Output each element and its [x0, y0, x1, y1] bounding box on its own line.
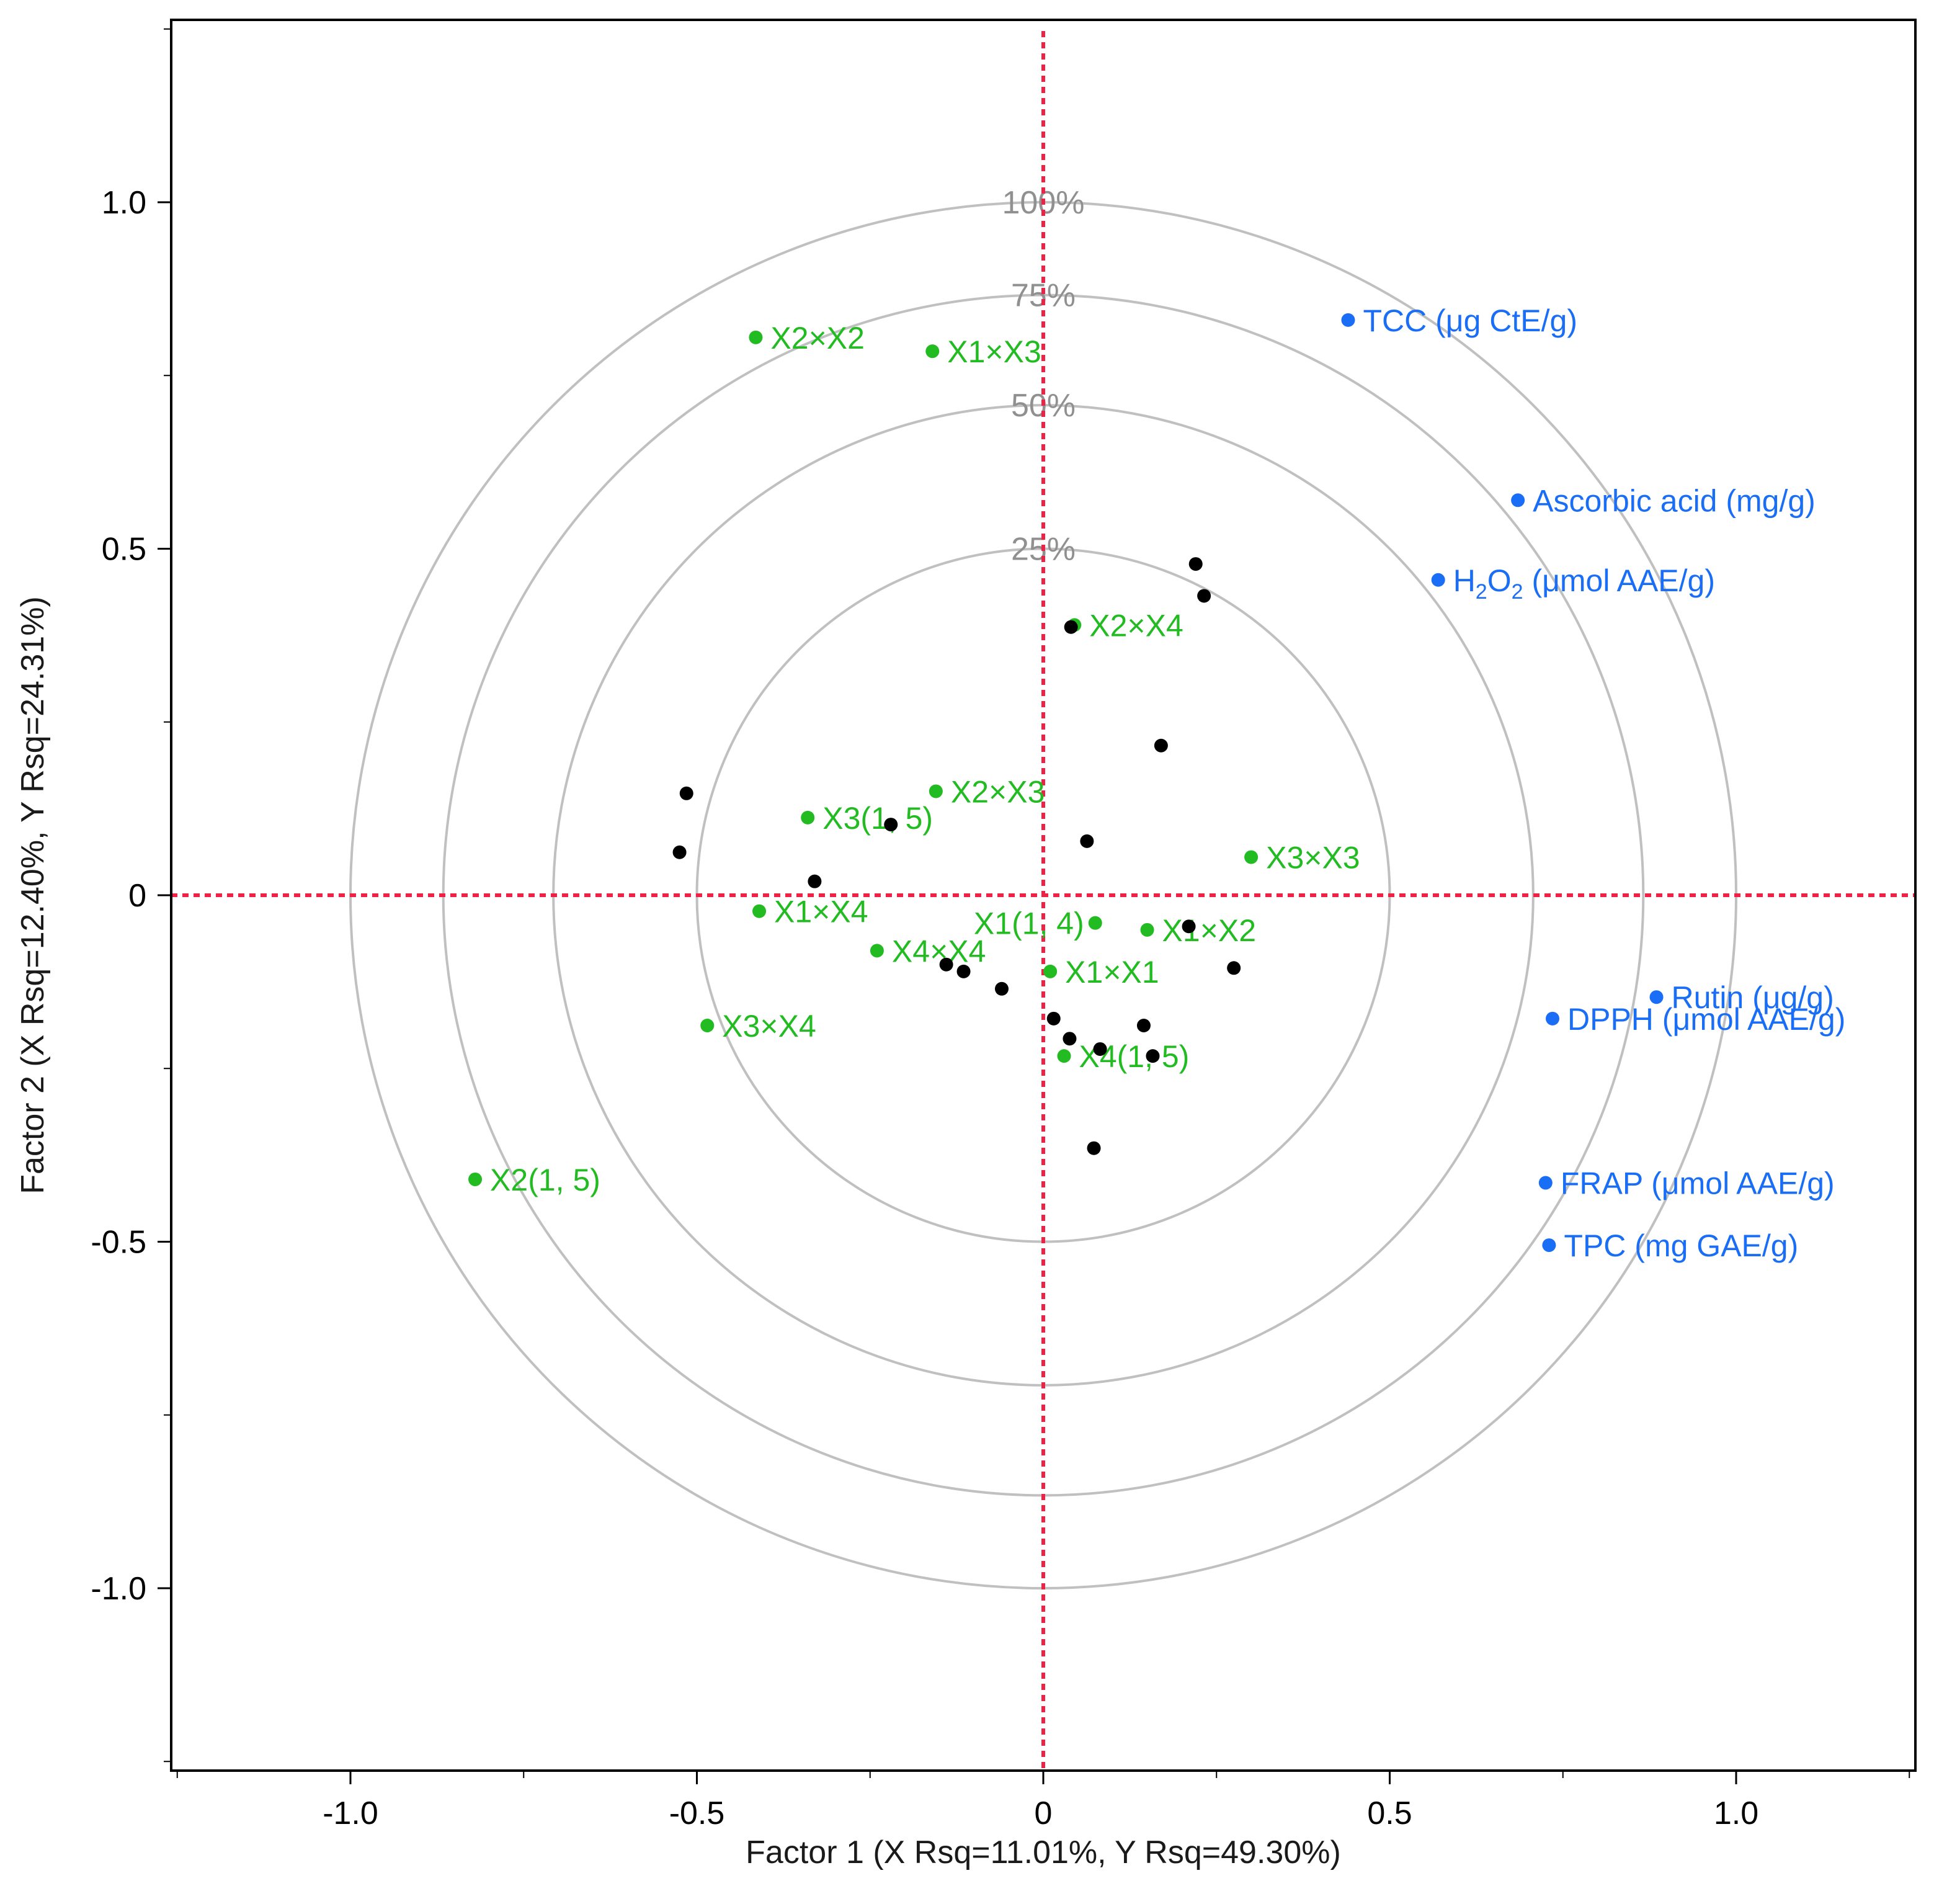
factor-point	[749, 330, 763, 344]
factor-point	[700, 1018, 715, 1032]
response-point	[1431, 573, 1445, 587]
point-label: X1×X2	[1162, 913, 1257, 948]
x-axis-title: Factor 1 (X Rsq=11.01%, Y Rsq=49.30%)	[746, 1835, 1341, 1870]
response-point	[1545, 1011, 1559, 1026]
y-tick-label: 0.5	[102, 532, 146, 568]
label-part: O	[1487, 563, 1512, 598]
point-label: FRAP (μmol AAE/g)	[1561, 1166, 1835, 1201]
point-label: X3(1, 5)	[822, 801, 933, 836]
response-point	[1511, 493, 1525, 507]
observation-point	[1154, 738, 1168, 753]
point-label: TPC (mg GAE/g)	[1564, 1228, 1798, 1263]
factor-point	[1244, 850, 1259, 864]
response-point	[1649, 990, 1664, 1004]
x-tick-label: 0.5	[1367, 1795, 1412, 1831]
point-label: Rutin (μg/g)	[1672, 980, 1834, 1015]
factor-point	[752, 904, 767, 918]
point-label: Ascorbic acid (mg/g)	[1533, 483, 1816, 518]
factor-point	[1057, 1049, 1071, 1063]
point-label: X3×X3	[1266, 841, 1360, 875]
observation-point	[1188, 557, 1203, 571]
factor-point	[1140, 923, 1154, 937]
observation-point	[679, 786, 693, 800]
x-tick-label: -0.5	[669, 1795, 725, 1831]
circle-label: 75%	[1011, 278, 1076, 314]
observation-point	[1146, 1049, 1160, 1063]
point-label: X2×X2	[770, 321, 865, 355]
observation-point	[956, 964, 971, 978]
x-tick-label: 0	[1035, 1795, 1053, 1831]
observation-point	[884, 818, 898, 832]
observation-point	[1197, 589, 1211, 603]
response-point	[1542, 1238, 1556, 1253]
point-label: X1×X1	[1065, 955, 1159, 990]
factor-point	[468, 1172, 483, 1186]
observation-point	[1087, 1141, 1101, 1155]
label-part: (μmol AAE/g)	[1523, 563, 1715, 598]
observation-point	[939, 957, 953, 972]
factor-point	[801, 810, 815, 825]
y-tick-label: 0	[128, 878, 146, 914]
factor-point	[929, 784, 943, 798]
point-label: X2×X3	[951, 774, 1045, 809]
factor-point	[870, 944, 884, 958]
reference-lines-layer	[171, 31, 1915, 1771]
observation-point	[808, 874, 822, 888]
observation-point	[994, 981, 1009, 996]
response-point	[1538, 1176, 1553, 1190]
y-tick-label: 1.0	[102, 185, 146, 221]
point-label: X1(1, 4)	[974, 906, 1084, 941]
factor-point	[1088, 916, 1102, 930]
observation-point	[1093, 1042, 1107, 1056]
factor-point	[925, 344, 940, 359]
observation-point	[1046, 1011, 1061, 1026]
points-layer: TCC (μg CtE/g)Ascorbic acid (mg/g)H2O2 (…	[468, 303, 1845, 1263]
x-tick-label: 1.0	[1714, 1795, 1758, 1831]
observation-point	[1136, 1018, 1151, 1032]
observation-point	[1080, 834, 1094, 848]
factor-point	[1043, 964, 1058, 978]
label-part: H	[1453, 563, 1476, 598]
observation-point	[672, 845, 687, 859]
x-tick-label: -1.0	[323, 1795, 378, 1831]
axes-layer: -1.0 -0.5 0 0.5 1.0 1.0 0.5 0 -0.5 -1.0	[91, 28, 1910, 1831]
point-label: H2O2 (μmol AAE/g)	[1453, 563, 1715, 604]
observation-point	[1182, 919, 1196, 934]
point-label: X2(1, 5)	[490, 1163, 600, 1197]
y-axis-title: Factor 2 (X Rsq=12.40%, Y Rsq=24.31%)	[15, 596, 51, 1194]
point-label: X1×X3	[947, 334, 1041, 369]
observation-point	[1227, 961, 1241, 975]
subscript: 2	[1476, 580, 1487, 604]
observation-point	[1063, 1032, 1077, 1046]
point-label: TCC (μg CtE/g)	[1363, 303, 1577, 338]
point-label: X1×X4	[774, 895, 868, 929]
point-label: DPPH (μmol AAE/g)	[1567, 1002, 1845, 1037]
point-label: X2×X4	[1089, 608, 1183, 643]
point-label: X4×X4	[892, 934, 986, 968]
y-tick-label: -1.0	[91, 1571, 146, 1607]
y-tick-label: -0.5	[91, 1225, 146, 1261]
subscript: 2	[1512, 580, 1523, 604]
point-label: X3×X4	[722, 1009, 816, 1044]
observation-point	[1064, 620, 1078, 634]
response-point	[1341, 313, 1355, 327]
